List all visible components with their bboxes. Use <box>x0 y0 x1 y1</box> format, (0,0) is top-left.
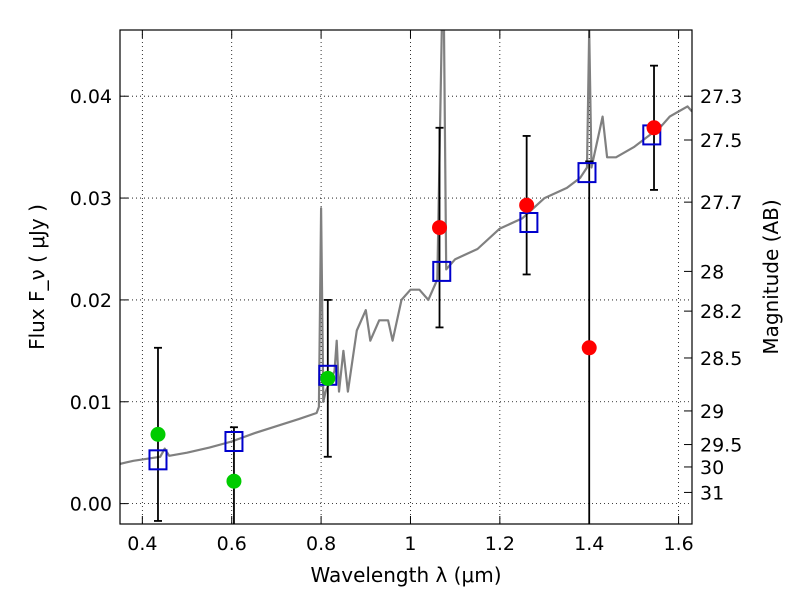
x-tick-label: 0.4 <box>127 533 157 555</box>
x-tick-label: 0.6 <box>217 533 247 555</box>
grid <box>120 30 692 524</box>
right-tick-label: 27.5 <box>700 130 742 152</box>
circle-marker <box>320 370 336 386</box>
square-marker <box>519 212 539 234</box>
square-marker <box>432 260 452 282</box>
x-tick-label: 1.4 <box>574 533 604 555</box>
right-tick-label: 27.3 <box>700 86 742 108</box>
tick-layer: 0.4 0.6 0.8 1 1.2 1.4 1.6 0.00 0.01 0.02 0.03 0.04 2… <box>70 30 742 555</box>
y-tick-label: 0.01 <box>70 392 112 414</box>
right-tick-label: 29.5 <box>700 435 742 457</box>
model-spectrum-line <box>120 30 692 465</box>
y-axis-label: Flux F_ν ( μJy ) <box>25 204 49 350</box>
right-axis-label: Magnitude (AB) <box>759 199 783 354</box>
model-spectrum-layer <box>120 30 692 465</box>
right-tick-label: 28.5 <box>700 348 742 370</box>
y-tick-label: 0.02 <box>70 290 112 312</box>
plot-area <box>120 30 692 524</box>
x-tick-label: 0.8 <box>306 533 336 555</box>
y-tick-label: 0.00 <box>70 494 112 516</box>
square-marker <box>224 430 244 452</box>
right-tick-label: 28.2 <box>700 301 742 323</box>
circle-marker <box>581 340 597 356</box>
circle-marker <box>150 426 166 442</box>
right-tick-label: 28 <box>700 261 724 283</box>
circle-marker <box>519 197 535 213</box>
circle-marker <box>226 473 242 489</box>
y-tick-label: 0.03 <box>70 188 112 210</box>
marker-layer <box>148 120 662 489</box>
x-tick-label: 1 <box>404 533 416 555</box>
y-tick-label: 0.04 <box>70 86 112 108</box>
right-tick-label: 29 <box>700 401 724 423</box>
circle-marker <box>646 120 662 136</box>
x-tick-label: 1.2 <box>485 533 515 555</box>
right-tick-label: 27.7 <box>700 192 742 214</box>
right-tick-label: 31 <box>700 482 724 504</box>
x-tick-label: 1.6 <box>663 533 693 555</box>
plot-frame <box>119 29 693 525</box>
right-tick-label: 30 <box>700 457 724 479</box>
circle-marker <box>432 220 448 236</box>
square-marker <box>148 449 168 471</box>
x-axis-label: Wavelength λ (μm) <box>310 563 501 587</box>
square-marker <box>577 162 597 184</box>
